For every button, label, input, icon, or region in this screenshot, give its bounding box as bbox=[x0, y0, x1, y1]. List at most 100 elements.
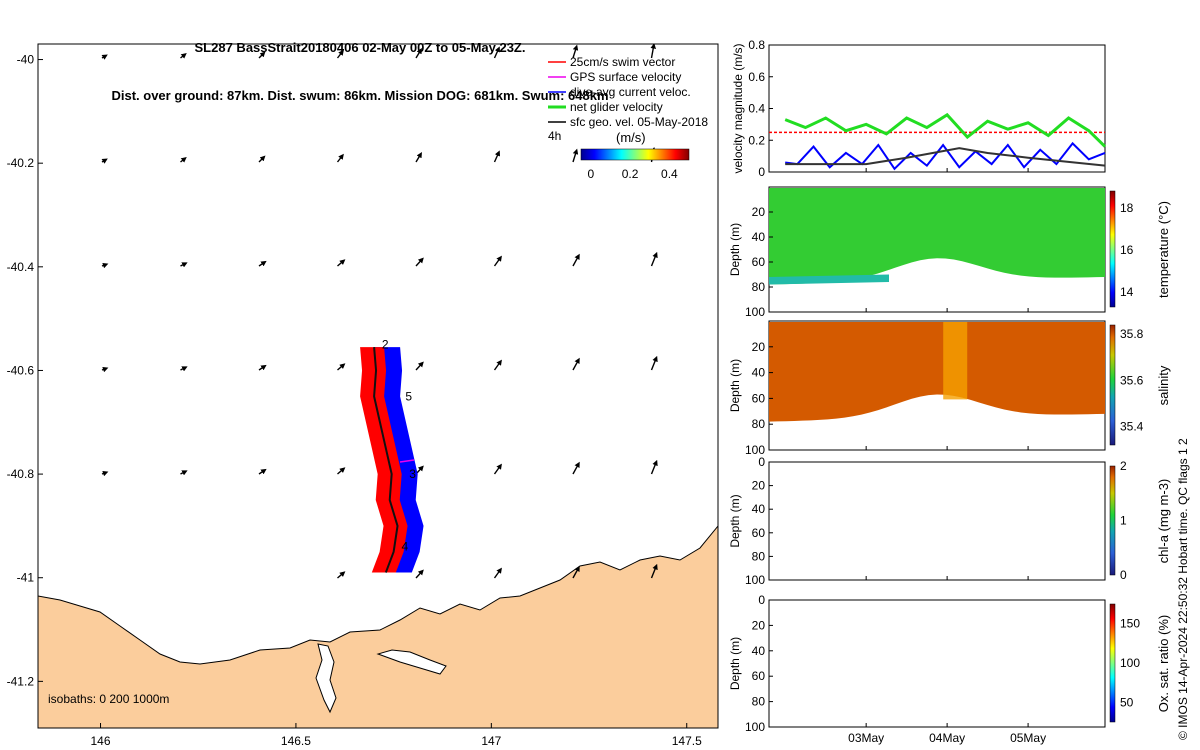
time-xtick-label: 03May bbox=[848, 731, 884, 745]
chart-title: SL287 BassStrait20180406 02-May 00Z to 0… bbox=[0, 8, 720, 120]
chl-a-ytick-label: 100 bbox=[745, 573, 765, 587]
chl-a-colorbar bbox=[1109, 465, 1116, 576]
map-ytick-label: -40 bbox=[17, 53, 35, 67]
colorbar-tick: 0.2 bbox=[622, 167, 639, 181]
temperature-colorbar-label: temperature (°C) bbox=[1156, 201, 1171, 298]
map-ytick-label: -40.8 bbox=[7, 467, 35, 481]
track-point-label: 4 bbox=[401, 540, 408, 554]
map-ytick-label: -40.2 bbox=[7, 156, 35, 170]
sfc-arrow bbox=[493, 567, 502, 579]
track-point-label: 2 bbox=[382, 338, 389, 352]
sfc-arrow bbox=[572, 461, 580, 475]
sfc-velocity-arrows bbox=[101, 44, 658, 579]
temperature-ytick-label: 40 bbox=[752, 230, 766, 244]
temperature-ytick-label: 80 bbox=[752, 280, 766, 294]
oxygen-ytick-label: 0 bbox=[758, 593, 765, 607]
sfc-arrow bbox=[493, 463, 502, 475]
title-line-2: Dist. over ground: 87km. Dist. swum: 86k… bbox=[111, 88, 609, 103]
sfc-arrow bbox=[180, 157, 187, 163]
sfc-arrow bbox=[572, 44, 579, 59]
chl-a-ylabel: Depth (m) bbox=[728, 494, 742, 547]
sfc-arrow bbox=[258, 364, 267, 371]
sfc-arrow bbox=[101, 470, 109, 477]
map-ytick-label: -40.4 bbox=[7, 260, 35, 274]
sfc-arrow bbox=[101, 262, 109, 269]
oxygen-colorbar-label: Ox. sat. ratio (%) bbox=[1156, 615, 1171, 713]
sfc-arrow bbox=[180, 262, 188, 268]
velocity-ylabel: velocity magnitude (m/s) bbox=[731, 43, 745, 173]
sfc-arrow bbox=[336, 49, 344, 59]
temperature-colorbar bbox=[1109, 190, 1116, 308]
colorbar-tick: 0 bbox=[587, 167, 594, 181]
salinity-ylabel: Depth (m) bbox=[728, 359, 742, 412]
temperature-colorbar-tick: 14 bbox=[1120, 285, 1134, 299]
sfc-arrow bbox=[493, 359, 502, 371]
legend-entry: net glider velocity bbox=[570, 100, 663, 114]
salinity-low-band bbox=[943, 322, 968, 400]
legend-arrow-label: 4h bbox=[548, 129, 561, 143]
chl-a-colorbar-tick: 0 bbox=[1120, 568, 1127, 582]
sfc-arrow bbox=[258, 468, 267, 475]
colorbar-label: (m/s) bbox=[616, 130, 646, 145]
chl-a-axes-frame bbox=[768, 461, 1106, 581]
sfc-arrow bbox=[337, 363, 346, 371]
map-ytick-label: -40.6 bbox=[7, 363, 35, 377]
river-estuary bbox=[315, 643, 337, 714]
temperature-ytick-label: 60 bbox=[752, 255, 766, 269]
oxygen-colorbar-tick: 50 bbox=[1120, 695, 1134, 709]
sfc-arrow bbox=[336, 153, 344, 163]
track-point-label: 5 bbox=[405, 389, 412, 403]
salinity-ytick-label: 40 bbox=[752, 366, 766, 380]
chl-a-ytick-label: 60 bbox=[752, 526, 766, 540]
chl-a-ytick-label: 40 bbox=[752, 502, 766, 516]
glider-track-line bbox=[373, 347, 399, 573]
map-xtick-label: 146 bbox=[91, 734, 111, 748]
oxygen-colorbar-tick: 150 bbox=[1120, 617, 1140, 631]
legend-entry: dive-avg current veloc. bbox=[570, 85, 691, 99]
river-inlet bbox=[376, 649, 447, 675]
chl-a-ytick-label: 0 bbox=[758, 455, 765, 469]
map-xtick-label: 146.5 bbox=[281, 734, 311, 748]
temperature-ylabel: Depth (m) bbox=[728, 223, 742, 276]
salinity-ytick-label: 20 bbox=[752, 340, 766, 354]
sfc-arrow bbox=[180, 470, 188, 476]
speed-colorbar bbox=[580, 148, 690, 161]
gps-velocity-arrow bbox=[399, 459, 415, 463]
oxygen-axes-frame bbox=[768, 599, 1106, 728]
salinity-colorbar bbox=[1109, 324, 1116, 446]
sfc-arrow bbox=[650, 459, 658, 475]
map-ytick-label: -41.2 bbox=[7, 674, 35, 688]
velocity-axes-frame bbox=[768, 44, 1106, 173]
sfc-arrow bbox=[493, 46, 500, 59]
sfc-arrow bbox=[650, 563, 658, 579]
salinity-colorbar-tick: 35.6 bbox=[1120, 373, 1144, 387]
swim-vector-swath bbox=[360, 347, 408, 573]
salinity-panel: 20 40 60 80 100 Depth (m) 35.4 35.6 35.8 salinity bbox=[728, 320, 1171, 457]
sfc-arrow bbox=[572, 565, 580, 579]
salinity-colorbar-tick: 35.8 bbox=[1120, 327, 1144, 341]
velocity-ytick-label: 0.8 bbox=[748, 38, 765, 52]
sfc-arrow bbox=[337, 467, 346, 475]
oxygen-ytick-label: 20 bbox=[752, 618, 766, 632]
map-ytick-label: -41 bbox=[17, 571, 35, 585]
sfc-arrow bbox=[493, 255, 502, 267]
chl-a-panel: 0 20 40 60 80 100 Depth (m) 0 1 2 chl-a (mg m-3) bbox=[728, 455, 1171, 587]
temperature-colorbar-tick: 18 bbox=[1120, 201, 1134, 215]
temperature-cool-band bbox=[769, 274, 889, 285]
sfc-arrow bbox=[572, 253, 580, 267]
sfc-arrow bbox=[415, 361, 424, 371]
sfc-arrow bbox=[258, 155, 266, 163]
sfc-arrow bbox=[415, 257, 424, 267]
oxygen-ytick-label: 80 bbox=[752, 695, 766, 709]
sfc-arrow bbox=[258, 260, 267, 267]
sfc-arrow bbox=[180, 53, 187, 59]
series-net_glider bbox=[784, 112, 1107, 148]
sfc-arrow bbox=[650, 251, 658, 267]
chl-a-colorbar-label: chl-a (mg m-3) bbox=[1156, 479, 1171, 564]
chl-a-ytick-label: 20 bbox=[752, 479, 766, 493]
chl-a-colorbar-tick: 2 bbox=[1120, 459, 1127, 473]
velocity-ytick-label: 0.2 bbox=[748, 133, 765, 147]
land-mass bbox=[38, 525, 718, 728]
sfc-arrow bbox=[101, 54, 108, 60]
